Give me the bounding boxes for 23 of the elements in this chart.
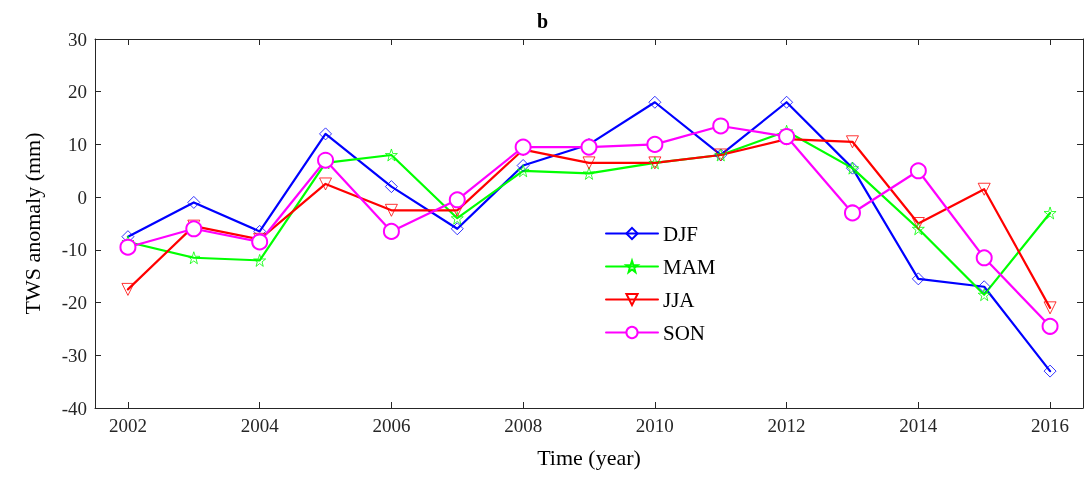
y-tick-label: -10 bbox=[61, 239, 87, 261]
legend-label: MAM bbox=[663, 254, 716, 279]
x-tick-label: 2004 bbox=[240, 415, 280, 436]
legend-label: JJA bbox=[663, 287, 696, 312]
x-tick-label: 2012 bbox=[767, 415, 806, 436]
y-tick-label: 0 bbox=[77, 186, 87, 208]
y-tick-label: 20 bbox=[68, 81, 87, 103]
y-tick-label: -40 bbox=[61, 397, 87, 419]
y-tick-label: 30 bbox=[68, 28, 87, 50]
x-tick-label: 2002 bbox=[108, 415, 147, 436]
legend-label: SON bbox=[663, 320, 706, 345]
x-axis-title: Time (year) bbox=[537, 444, 641, 470]
y-tick-label: 10 bbox=[68, 133, 87, 155]
y-tick-label: -20 bbox=[61, 292, 87, 314]
x-tick-label: 2010 bbox=[635, 415, 674, 436]
x-tick-label: 2008 bbox=[504, 415, 543, 436]
legend-label: DJF bbox=[663, 221, 699, 246]
x-tick-label: 2014 bbox=[899, 415, 938, 436]
y-tick-label: -30 bbox=[61, 344, 87, 366]
chart-title: b bbox=[536, 10, 549, 32]
x-tick-label: 2016 bbox=[1031, 415, 1070, 436]
x-tick-label: 2006 bbox=[372, 415, 411, 436]
y-axis-title: TWS anomaly (mm) bbox=[19, 132, 45, 315]
